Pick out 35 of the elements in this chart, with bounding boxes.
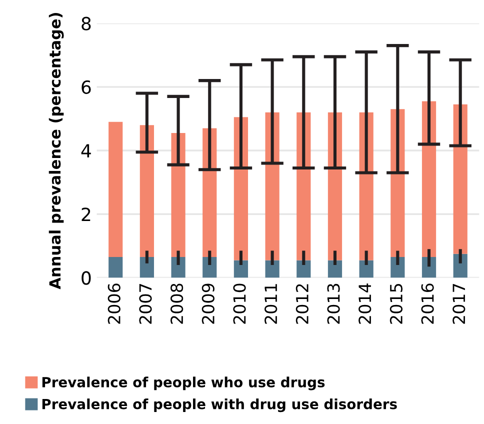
y-tick-label: 2 [82, 208, 90, 221]
x-tick-label: 2014 [358, 284, 372, 324]
x-tick-label: 2007 [139, 284, 152, 324]
bar [296, 260, 311, 278]
bar [265, 260, 280, 278]
bar [171, 133, 186, 258]
bar [390, 257, 405, 278]
legend-label: Prevalence of people who use drugs [42, 376, 325, 390]
y-tick-label: 6 [82, 80, 91, 94]
bar [171, 257, 186, 278]
x-tick-label: 2017 [452, 284, 466, 324]
bar [234, 260, 248, 278]
bar [422, 101, 436, 258]
bar [453, 104, 468, 254]
legend-label: Prevalence of people with drug use disorders [42, 398, 397, 412]
bar [359, 260, 374, 278]
x-tick-label: 2009 [202, 284, 214, 324]
x-tick-label: 2008 [170, 284, 184, 324]
bar [328, 260, 342, 278]
x-tick-label: 2015 [390, 284, 403, 324]
bar [140, 257, 154, 278]
x-tick-label: 2011 [264, 284, 278, 324]
x-tick-label: 2010 [233, 284, 246, 324]
y-tick-label: 0 [82, 271, 91, 285]
x-tick-label: 2012 [296, 284, 308, 324]
bar [108, 257, 123, 278]
x-tick-label: 2016 [421, 284, 434, 324]
x-tick-label: 2006 [108, 284, 120, 324]
y-tick-label: 8 [82, 16, 91, 30]
bar [140, 125, 154, 258]
y-tick-label: 4 [81, 144, 91, 158]
bar [108, 122, 123, 258]
y-axis-title: Annual prevalence (percentage) [48, 13, 64, 290]
x-tick-label: 2013 [327, 284, 340, 324]
bar [202, 257, 217, 278]
